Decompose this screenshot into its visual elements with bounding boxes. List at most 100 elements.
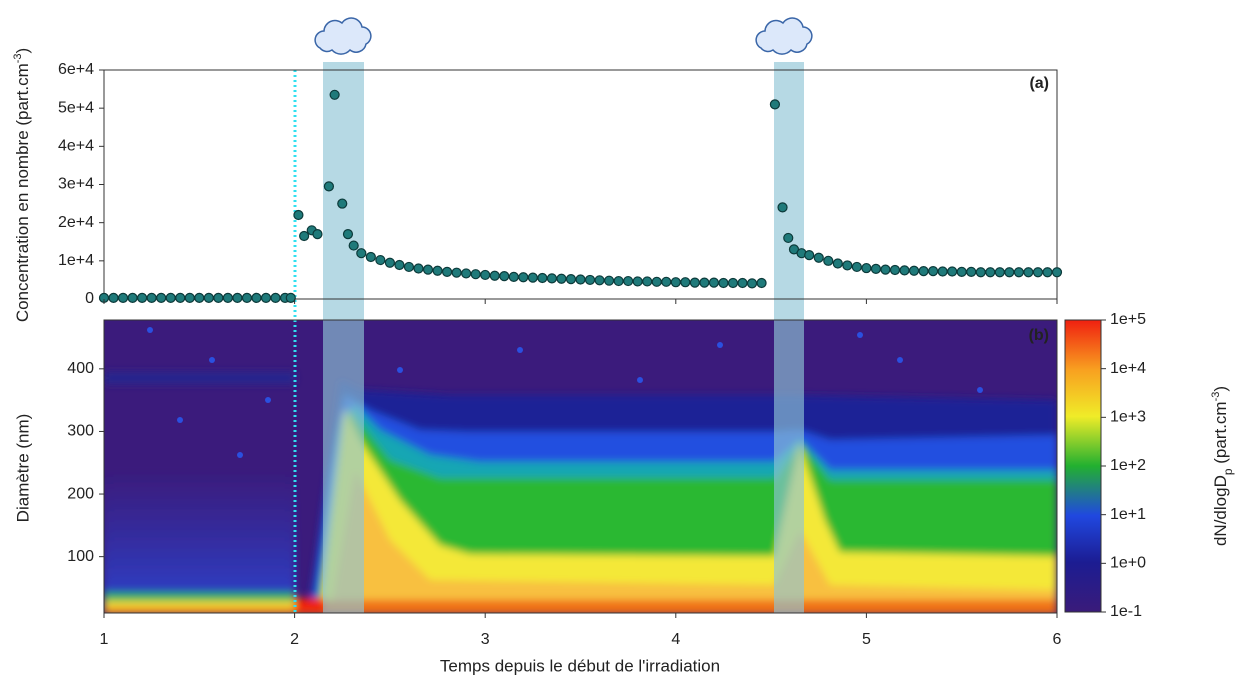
data-point: [832, 258, 843, 269]
y-tick-label: 4e+4: [58, 138, 94, 155]
data-point: [889, 264, 901, 276]
data-point: [623, 275, 634, 287]
data-point: [1013, 267, 1024, 278]
data-point: [356, 248, 367, 259]
data-point: [870, 263, 882, 274]
data-point: [783, 232, 794, 244]
marks: 0 1e+4 2e+4 3e+4 4e+4 5e+4 6e+4 (a) 100 200 300 400…: [58, 61, 1146, 648]
data-point: [461, 268, 472, 279]
y-tick-label: 100: [67, 548, 94, 565]
data-point: [1051, 267, 1063, 278]
data-point: [594, 275, 605, 286]
data-point: [213, 292, 224, 303]
data-point: [394, 259, 405, 271]
data-point: [632, 276, 643, 287]
data-point: [994, 267, 1005, 278]
data-point: [613, 275, 624, 287]
data-point: [823, 255, 834, 266]
data-point: [642, 276, 653, 287]
data-point: [260, 292, 272, 303]
data-point: [777, 202, 788, 213]
data-point: [117, 292, 129, 303]
x-axis-label: Temps depuis le début de l'irradiation: [440, 656, 720, 675]
y-tick-label: 1e+4: [58, 252, 94, 269]
data-point: [1032, 267, 1044, 278]
data-point: [299, 230, 310, 242]
colorbar-label: dN/dlogDp (part.cm-3): [1210, 386, 1235, 546]
colorbar-tick-label: 1e+1: [1110, 506, 1146, 523]
data-point: [918, 266, 929, 277]
colorbar-tick-label: 1e-1: [1110, 603, 1142, 620]
data-point: [146, 292, 157, 303]
data-point: [603, 275, 615, 286]
data-point: [565, 274, 577, 285]
data-point: [842, 260, 853, 271]
data-point: [241, 292, 253, 303]
colorbar: [1064, 319, 1102, 613]
data-point: [403, 261, 415, 273]
data-point: [451, 267, 462, 278]
data-point: [312, 229, 323, 240]
y-tick-label: 0: [85, 290, 94, 307]
data-point: [908, 265, 920, 276]
data-point: [756, 277, 767, 289]
data-point: [184, 292, 195, 303]
data-point: [422, 264, 434, 275]
y-axis-label: Concentration en nombre (part.cm-3): [12, 48, 33, 322]
y-tick-label: 2e+4: [58, 214, 94, 231]
plot-frame: [103, 69, 1058, 300]
x-tick-label: 3: [481, 631, 490, 648]
y-tick-label: 5e+4: [58, 99, 94, 116]
data-point: [508, 271, 519, 282]
data-point: [527, 272, 538, 283]
event-overlays: [293, 17, 813, 613]
data-point: [556, 273, 567, 284]
data-point: [470, 269, 481, 280]
data-point: [165, 292, 176, 303]
x-tick-label: 6: [1053, 631, 1062, 648]
data-point: [499, 271, 510, 282]
colorbar-tick-label: 1e+3: [1110, 409, 1146, 426]
data-point: [480, 269, 491, 281]
y-tick-label: 3e+4: [58, 176, 94, 193]
panel-label: (a): [1029, 75, 1049, 92]
data-point: [670, 277, 681, 288]
data-point: [804, 250, 815, 261]
data-point: [137, 292, 148, 303]
data-point: [956, 266, 967, 278]
colorbar-tick-label: 1e+2: [1110, 457, 1146, 474]
data-point: [337, 198, 348, 209]
x-tick-label: 2: [290, 631, 299, 648]
data-point: [1023, 267, 1034, 278]
data-point: [108, 292, 119, 303]
data-point: [489, 270, 500, 281]
data-point: [285, 292, 296, 303]
y-tick-label: 200: [67, 485, 94, 502]
data-point: [518, 272, 529, 283]
data-point: [975, 267, 986, 278]
panel-label: (b): [1029, 327, 1049, 344]
data-point: [251, 292, 262, 303]
data-point: [651, 276, 662, 287]
colorbar-tick-label: 1e+0: [1110, 555, 1146, 572]
data-point: [966, 266, 977, 278]
data-point: [718, 277, 729, 289]
data-point: [384, 257, 395, 268]
data-point: [680, 277, 691, 288]
data-point: [928, 266, 939, 277]
plot-frame: [103, 319, 1058, 614]
y-tick-label: 300: [67, 423, 94, 440]
data-point: [1004, 267, 1015, 278]
data-point: [127, 292, 138, 303]
data-point: [708, 277, 720, 288]
data-point: [232, 292, 243, 303]
data-point: [329, 89, 340, 100]
data-point: [769, 99, 781, 110]
data-point: [1042, 267, 1053, 278]
data-point: [342, 229, 354, 240]
data-point: [937, 266, 948, 277]
data-point: [746, 278, 758, 289]
data-point: [727, 277, 739, 289]
data-point: [365, 251, 376, 263]
